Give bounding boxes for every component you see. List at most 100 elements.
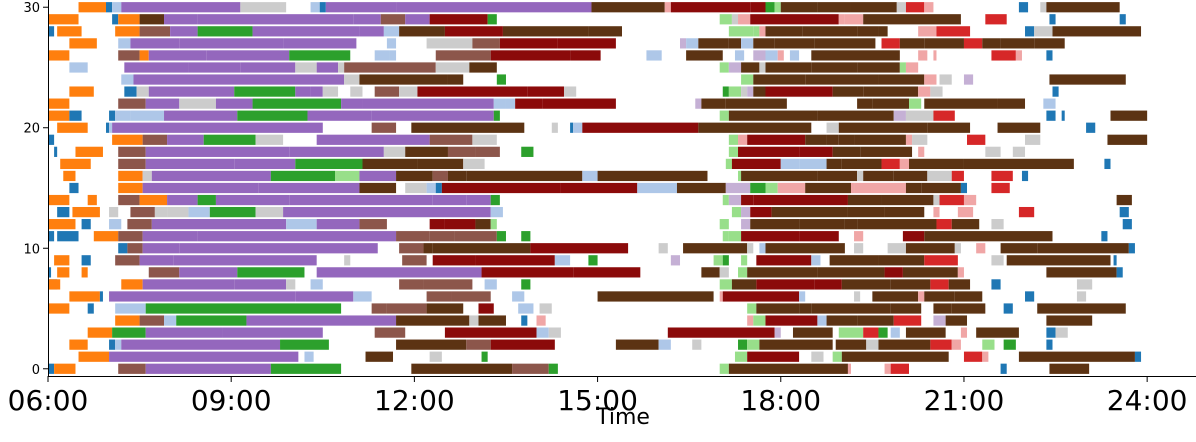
bar-row-30-seg-25 — [1046, 2, 1120, 13]
bar-row-21-seg-17 — [1061, 110, 1065, 121]
bar-row-2-seg-1 — [109, 339, 116, 350]
bar-row-3-seg-13 — [878, 327, 888, 338]
bar-row-25-seg-7 — [344, 62, 436, 73]
bar-row-17-seg-16 — [909, 158, 964, 170]
bar-row-6-seg-16 — [954, 291, 983, 302]
bar-row-23-seg-15 — [728, 86, 742, 97]
bar-row-10-seg-9 — [683, 243, 748, 254]
bar-row-5-seg-16 — [951, 303, 986, 314]
bar-row-8-seg-0 — [48, 267, 52, 278]
bar-row-24-seg-4 — [447, 74, 464, 85]
bar-row-5-seg-18 — [1037, 303, 1126, 314]
bar-row-28-seg-10 — [399, 26, 445, 37]
bar-row-25-seg-6 — [338, 62, 345, 73]
bar-row-7-seg-18 — [948, 279, 971, 290]
bar-row-7-seg-19 — [991, 279, 1001, 290]
bar-row-26-seg-3 — [148, 50, 207, 61]
bar-row-9-seg-18 — [878, 255, 925, 266]
bar-row-1-seg-13 — [982, 351, 989, 362]
bar-row-23-seg-17 — [747, 86, 754, 97]
bar-row-7-seg-7 — [399, 279, 424, 290]
bar-row-11-seg-18 — [1101, 231, 1108, 242]
bar-row-9-seg-3 — [139, 255, 174, 266]
bar-row-2-seg-17 — [930, 339, 952, 350]
bar-row-16-seg-3 — [151, 170, 271, 182]
bar-row-13-seg-15 — [847, 206, 885, 218]
bar-row-27-seg-9 — [557, 38, 616, 49]
bar-row-16-seg-5 — [335, 170, 360, 182]
bar-row-14-seg-3 — [139, 194, 168, 206]
bar-row-2-seg-9 — [658, 339, 671, 350]
bar-row-1-seg-7 — [747, 351, 800, 362]
bar-row-9-seg-8 — [475, 255, 555, 266]
bar-row-30-seg-22 — [924, 2, 934, 13]
bar-row-15-seg-15 — [777, 182, 806, 194]
bar-row-0-seg-13 — [1000, 363, 1007, 374]
bar-row-2-seg-11 — [738, 339, 748, 350]
bar-row-12-seg-4 — [151, 219, 287, 230]
bar-row-25-seg-1 — [124, 62, 189, 73]
bar-row-14-seg-1 — [87, 194, 97, 206]
bar-row-4-seg-1 — [139, 315, 165, 326]
bar-row-3-seg-11 — [838, 327, 864, 338]
bar-row-13-seg-21 — [1119, 206, 1129, 218]
bar-row-6-seg-13 — [872, 291, 919, 302]
bar-row-6-seg-6 — [451, 291, 491, 302]
bar-row-23-seg-3 — [148, 86, 235, 97]
bar-row-20-seg-4 — [371, 122, 397, 133]
bar-row-30-seg-4 — [191, 2, 241, 13]
bar-row-30-seg-17 — [780, 2, 818, 13]
bar-row-13-seg-19 — [957, 206, 974, 218]
bar-row-7-seg-1 — [48, 279, 61, 290]
bar-row-9-seg-19 — [924, 255, 958, 266]
bar-row-22-seg-16 — [872, 98, 909, 109]
bar-row-22-seg-20 — [1043, 98, 1056, 109]
bar-row-28-seg-13 — [588, 26, 622, 37]
bar-row-9-seg-4 — [173, 255, 317, 266]
bar-row-22-seg-9 — [505, 98, 516, 109]
bar-row-16-seg-20 — [951, 170, 964, 182]
bar-row-6-seg-11 — [799, 291, 806, 302]
bar-row-14-seg-18 — [939, 194, 964, 206]
bar-row-9-seg-11 — [670, 255, 681, 266]
bar-row-23-seg-9 — [374, 86, 400, 97]
bar-row-1-seg-6 — [734, 351, 748, 362]
bar-row-26-seg-16 — [765, 50, 778, 61]
bar-row-25-seg-4 — [295, 62, 317, 73]
bar-row-15-seg-18 — [854, 182, 906, 194]
bar-row-18-seg-17 — [1012, 146, 1026, 157]
bar-row-18-seg-16 — [985, 146, 1001, 157]
bar-row-12-seg-1 — [81, 219, 91, 230]
bar-row-0-seg-8 — [719, 363, 729, 374]
bar-row-11-seg-4 — [142, 231, 198, 242]
bar-row-21-seg-4 — [130, 110, 165, 121]
y-tick-label: 10 — [23, 242, 40, 257]
bar-row-18-seg-14 — [860, 146, 913, 157]
bar-row-8-seg-7 — [481, 267, 574, 278]
bar-row-13-seg-16 — [884, 206, 909, 218]
bar-row-27-seg-20 — [924, 38, 964, 49]
bar-row-26-seg-15 — [753, 50, 766, 61]
bar-row-14-seg-12 — [728, 194, 742, 206]
bar-row-5-seg-12 — [799, 303, 812, 314]
bar-row-21-seg-0 — [48, 110, 70, 121]
bar-row-17-seg-9 — [731, 158, 781, 170]
bar-row-16-seg-7 — [396, 170, 433, 182]
bar-row-3-seg-5 — [444, 327, 537, 338]
bar-row-26-seg-7 — [389, 50, 397, 61]
bar-row-29-seg-18 — [863, 14, 961, 25]
bar-row-5-seg-3 — [145, 303, 342, 314]
x-axis-ticks: 06:00 09:00 12:00 15:00 18:00 21:00 24:00 — [8, 376, 1188, 417]
bar-row-12-seg-19 — [951, 219, 980, 230]
bar-row-22-seg-3 — [179, 98, 216, 109]
bar-row-22-seg-2 — [145, 98, 180, 109]
bar-row-12-seg-7 — [359, 219, 387, 230]
bar-row-1-seg-5 — [481, 351, 488, 362]
bar-row-23-seg-4 — [234, 86, 296, 97]
bar-row-26-seg-24 — [1046, 50, 1053, 61]
bar-row-15-seg-19 — [905, 182, 922, 194]
bar-row-8-seg-15 — [902, 267, 958, 278]
bar-row-1-seg-15 — [1134, 351, 1142, 362]
bar-row-26-seg-10 — [490, 50, 571, 61]
bar-row-27-seg-18 — [881, 38, 900, 49]
